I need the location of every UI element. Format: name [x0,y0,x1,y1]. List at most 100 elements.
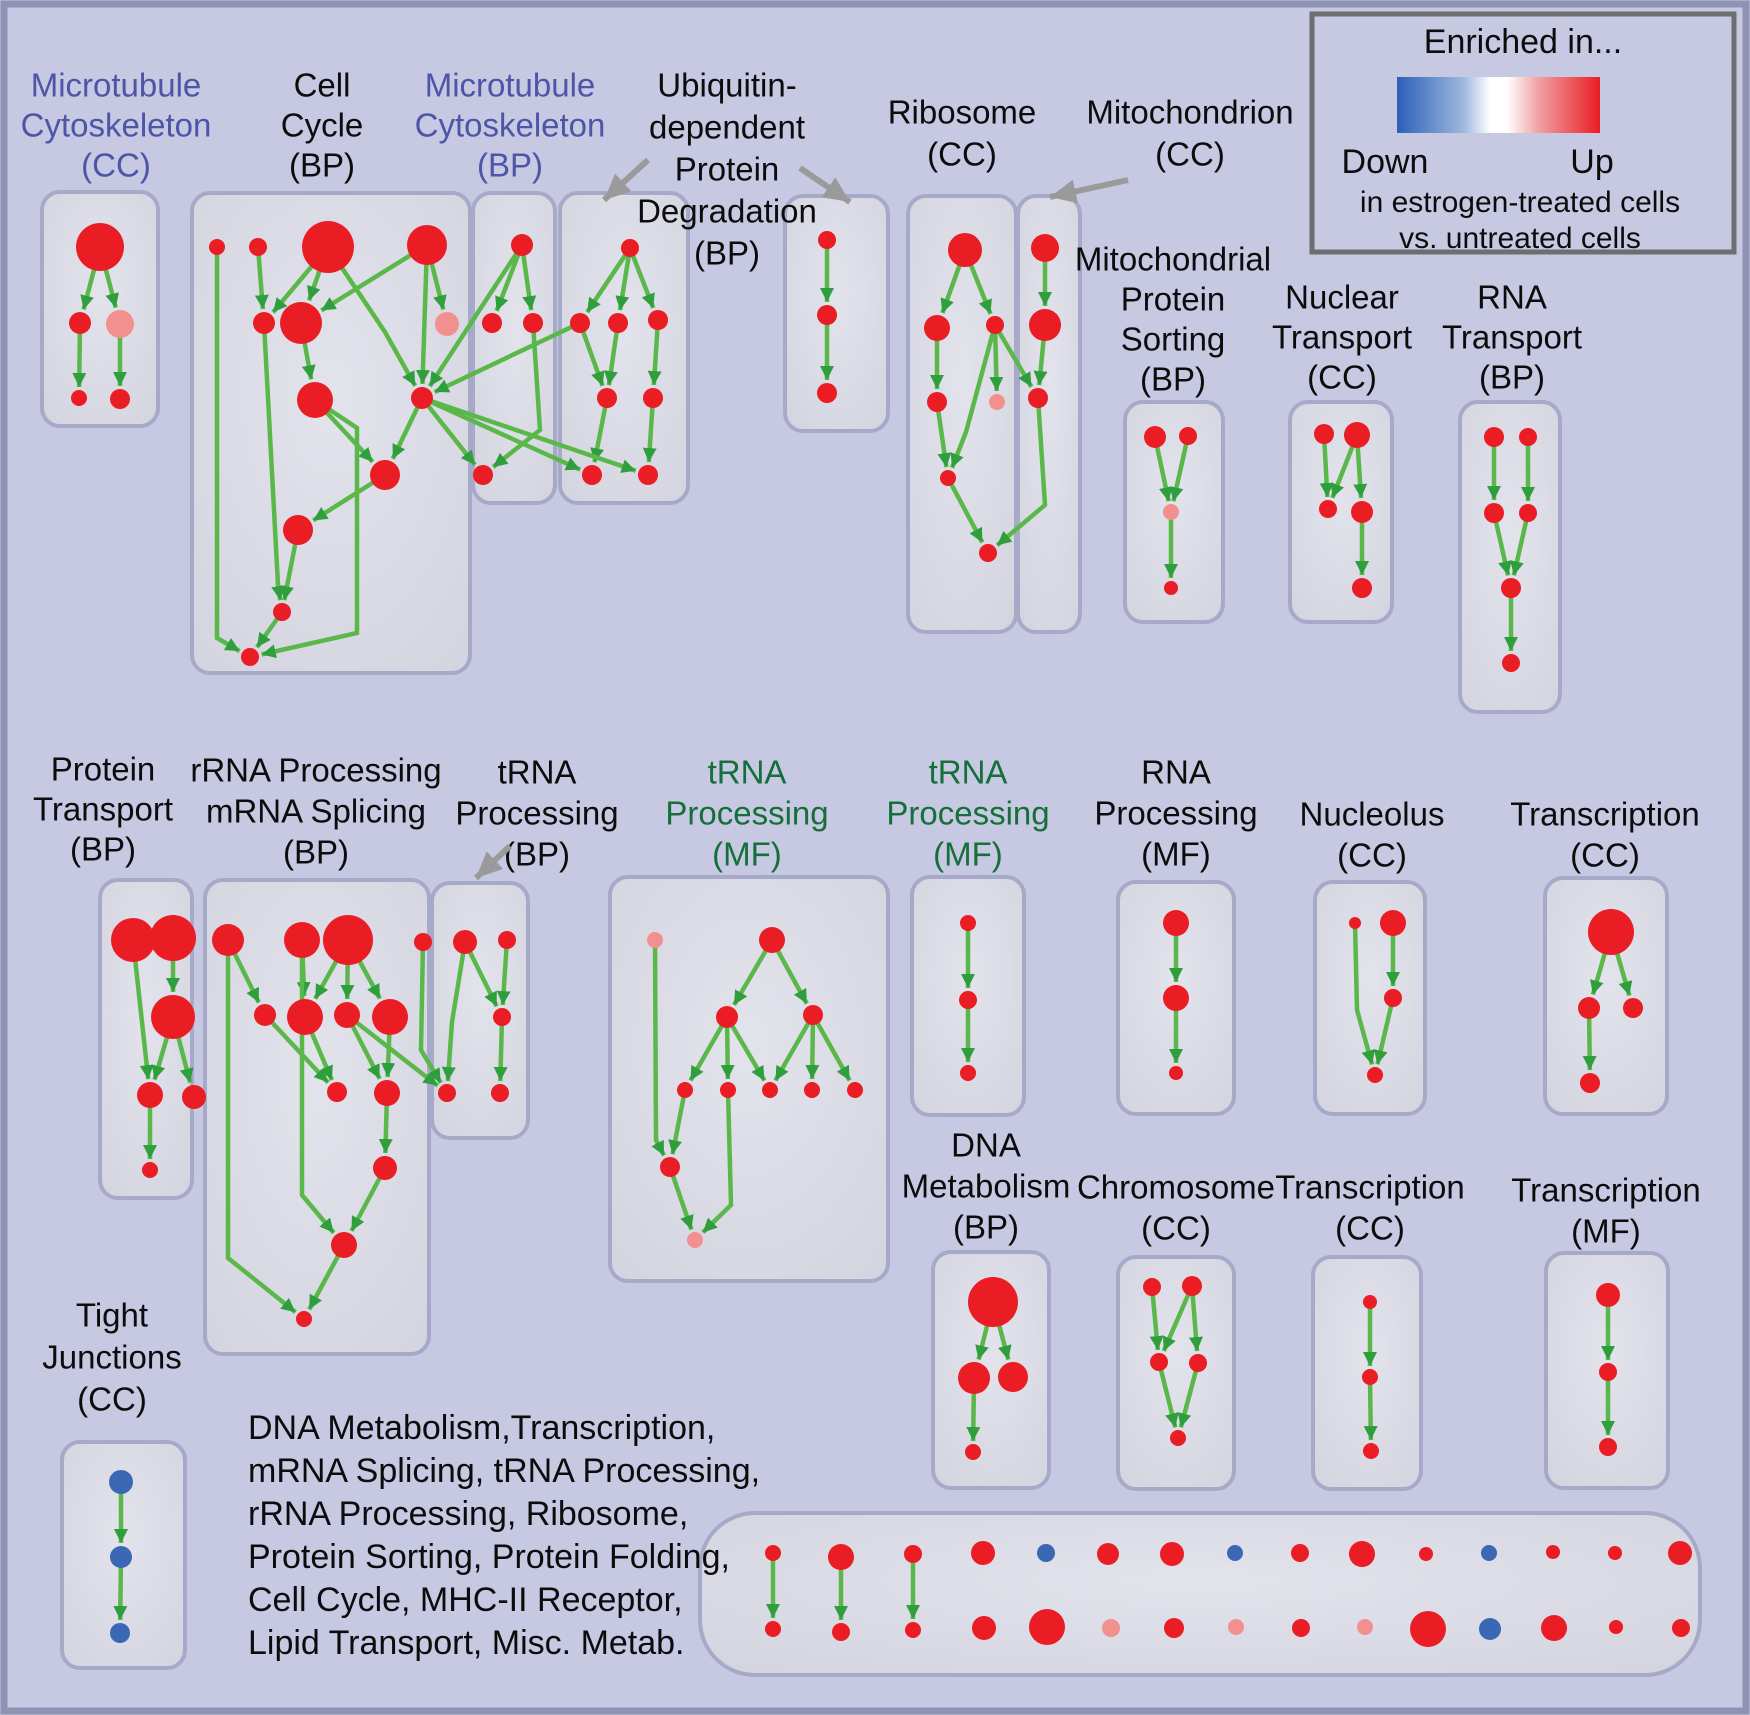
edge-ubiquitin-degradation-bp-0 [585,246,632,314]
go-term-node-transcription-cc-lower-2 [1363,1443,1379,1459]
go-term-node-trna-processing-bp-0 [453,930,477,954]
go-term-node-shared-terms-25 [1541,1615,1567,1641]
go-term-node-nucleolus-cc-3 [1367,1067,1383,1083]
legend-title: Enriched in... [1424,23,1622,61]
edge-nucleolus-cc-0 [1352,922,1376,1065]
go-term-node-ribosome-cc-4 [989,394,1005,410]
cross-edge-1 [433,320,581,395]
go-term-node-ubiquitin-degradation-bp-1 [570,313,590,333]
go-term-node-rrna-processing-mrna-splicing-bp-3 [414,933,432,951]
edge-microtubule-cytoskeleton-bp-2 [491,322,543,469]
cluster-label-transcription-mf-line0: Transcription [1511,1172,1701,1209]
edge-chromosome-cc-3 [1156,1361,1179,1428]
go-term-node-ubiquitin-degradation-bp-3 [648,310,668,330]
label-pointer-arrow-2 [1049,177,1129,204]
go-term-node-rna-transport-bp-3 [1519,504,1537,522]
go-term-node-rna-transport-bp-4 [1501,578,1521,598]
go-term-node-mitochondrial-protein-sorting-bp-2 [1163,504,1179,520]
go-term-node-cell-cycle-bp-6 [435,312,459,336]
cluster-label-ubiquitin-degradation-bp-line1: dependent [649,109,805,146]
go-term-node-shared-terms-26 [1608,1546,1622,1560]
go-term-node-cell-cycle-bp-11 [273,603,291,621]
go-term-node-nucleolus-cc-1 [1380,910,1406,936]
edge-trna-processing-mf-large-11 [701,1089,734,1234]
edge-cell-cycle-bp-15 [261,398,360,659]
go-term-node-mitochondrial-protein-sorting-bp-3 [1164,581,1178,595]
legend-subtitle-1: in estrogen-treated cells [1360,186,1680,219]
go-term-node-dna-metabolism-bp-2 [998,1362,1028,1392]
shared-terms-note-line-2: rRNA Processing, Ribosome, [248,1495,688,1533]
go-term-node-trna-processing-mf-large-5 [720,1082,736,1098]
go-term-node-protein-transport-bp-4 [182,1085,206,1109]
cluster-label-trna-processing-mf-large-line1: Processing [665,795,828,832]
cluster-label-tight-junctions-cc-line0: Tight [76,1297,148,1334]
edge-ubiquitin-degradation-bp-5 [647,319,662,386]
layer-boxes [40,190,1702,1677]
edge-cell-cycle-bp-0 [214,247,241,653]
go-term-node-ubiquitin-degradation-bp-0 [621,239,639,257]
go-term-node-trna-processing-mf-large-1 [759,927,785,953]
edge-trna-processing-bp-2 [441,941,468,1082]
cluster-box-microtubule-cytoskeleton-cc [40,190,160,428]
legend-down-label: Down [1342,143,1429,181]
cluster-label-rna-transport-bp-line0: RNA [1477,279,1547,316]
go-term-node-shared-terms-3 [832,1623,850,1641]
cluster-label-rrna-processing-mrna-splicing-bp-line2: (BP) [283,834,349,871]
go-term-node-trna-processing-bp-1 [498,931,516,949]
go-term-node-nuclear-transport-cc-0 [1314,424,1334,444]
go-term-node-trna-processing-bp-4 [491,1084,509,1102]
edge-trna-processing-mf-large-2 [688,1015,729,1082]
go-term-node-trna-processing-mf-large-6 [762,1082,778,1098]
shared-terms-note-line-4: Cell Cycle, MHC-II Receptor, [248,1581,683,1619]
go-term-node-microtubule-cytoskeleton-cc-1 [69,312,91,334]
go-term-node-ribosome-cc-2 [986,316,1004,334]
cross-edge-4 [421,395,637,473]
go-term-node-trna-processing-mf-large-2 [716,1006,738,1028]
go-term-node-rrna-processing-mrna-splicing-bp-7 [372,999,408,1035]
cluster-label-microtubule-cytoskeleton-cc-line2: (CC) [81,147,151,184]
edge-nucleolus-cc-2 [1373,997,1396,1065]
edge-cell-cycle-bp-1 [254,246,269,310]
edge-rna-transport-bp-2 [1491,512,1512,576]
go-term-node-rrna-processing-mrna-splicing-bp-8 [327,1082,347,1102]
cluster-label-microtubule-cytoskeleton-cc-line0: Microtubule [31,67,202,104]
go-term-node-transcription-cc-upper-0 [1588,909,1634,955]
go-term-node-shared-terms-28 [1668,1541,1692,1565]
edge-trna-processing-mf-large-4 [725,1015,767,1082]
edge-rrna-processing-mrna-splicing-bp-7 [263,1013,330,1085]
go-term-node-mitochondrial-protein-sorting-bp-1 [1179,427,1197,445]
go-term-node-microtubule-cytoskeleton-bp-3 [473,465,493,485]
cluster-label-transcription-cc-upper-line0: Transcription [1510,796,1700,833]
edge-trna-processing-bp-1 [496,939,511,1006]
go-term-node-nucleolus-cc-0 [1349,917,1361,929]
cluster-label-rna-processing-mf-line2: (MF) [1141,836,1211,873]
go-term-node-trna-processing-mf-large-8 [847,1082,863,1098]
go-term-node-trna-processing-mf-small-0 [960,915,976,931]
edge-ribosome-cc-3 [989,324,1004,392]
go-term-node-ribosome-cc-3 [927,392,947,412]
cluster-label-cell-cycle-bp-line0: Cell [294,67,351,104]
edge-ubiquitin-degradation-bp-4 [603,322,621,386]
go-term-node-dna-metabolism-bp-0 [968,1277,1018,1327]
edge-ubiquitin-degradation-bp-7 [642,397,657,463]
cluster-label-rrna-processing-mrna-splicing-bp-line1: mRNA Splicing [206,793,426,830]
cluster-label-ribosome-cc-line1: (CC) [927,136,997,173]
cluster-label-transcription-mf-line1: (MF) [1571,1213,1641,1250]
cluster-label-microtubule-cytoskeleton-bp-line0: Microtubule [425,67,596,104]
cluster-label-chromosome-cc-line0: Chromosome [1077,1169,1275,1206]
edge-rna-transport-bp-3 [1510,512,1531,576]
go-term-node-shared-terms-29 [1672,1619,1690,1637]
go-term-node-microtubule-cytoskeleton-cc-3 [71,390,87,406]
go-term-node-chromosome-cc-3 [1189,1354,1207,1372]
go-term-node-shared-terms-6 [971,1541,995,1565]
cluster-label-ubiquitin-degradation-bp-line2: Protein [675,151,780,188]
cross-edge-5 [993,323,1034,388]
go-term-node-trna-processing-mf-small-2 [960,1065,976,1081]
go-term-node-rrna-processing-mrna-splicing-bp-9 [374,1080,400,1106]
go-term-node-trna-processing-mf-large-4 [677,1082,693,1098]
go-term-node-rna-transport-bp-5 [1502,654,1520,672]
go-term-node-shared-terms-17 [1292,1619,1310,1637]
cluster-label-nucleolus-cc-line1: (CC) [1337,837,1407,874]
go-term-node-microtubule-cytoskeleton-cc-4 [110,389,130,409]
